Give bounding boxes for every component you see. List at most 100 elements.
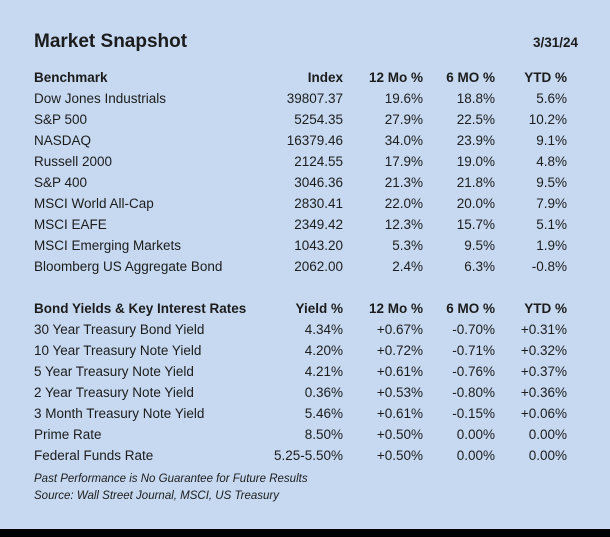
- row-value: 39807.37: [286, 91, 343, 106]
- bottom-border-bar: [0, 529, 610, 537]
- row-value: 16379.46: [286, 133, 343, 148]
- row-value: 2349.42: [294, 217, 343, 232]
- row-value: 9.5%: [536, 175, 567, 190]
- row-value: 0.00%: [456, 427, 495, 442]
- table-row: Federal Funds Rate 5.25-5.50% +0.50% 0.00% 0…: [34, 445, 567, 466]
- row-value: 0.00%: [528, 427, 567, 442]
- column-header: YTD %: [524, 301, 567, 316]
- row-value: 6.3%: [464, 259, 495, 274]
- row-value: +0.36%: [520, 385, 567, 400]
- row-value: +0.61%: [376, 406, 423, 421]
- column-header-label: Bond Yields & Key Interest Rates: [34, 301, 247, 316]
- row-value: 5.6%: [536, 91, 567, 106]
- row-value: 5.25-5.50%: [273, 448, 343, 463]
- row-value: +0.50%: [376, 448, 423, 463]
- row-value: 5254.35: [294, 112, 343, 127]
- row-value: 1043.20: [294, 238, 343, 253]
- row-value: 2830.41: [294, 196, 343, 211]
- benchmarks-header-row: Benchmark Index 12 Mo % 6 MO % YTD %: [34, 67, 567, 88]
- table-row: MSCI EAFE 2349.42 12.3% 15.7% 5.1%: [34, 214, 567, 235]
- row-label: 10 Year Treasury Note Yield: [34, 343, 202, 358]
- table-row: 30 Year Treasury Bond Yield 4.34% +0.67% -0…: [34, 319, 567, 340]
- row-value: 4.20%: [304, 343, 343, 358]
- column-header: YTD %: [524, 70, 567, 85]
- column-header: Yield %: [295, 301, 343, 316]
- row-value: 27.9%: [384, 112, 423, 127]
- row-label: MSCI World All-Cap: [34, 196, 154, 211]
- row-label: MSCI Emerging Markets: [34, 238, 182, 253]
- table-row: Dow Jones Industrials 39807.37 19.6% 18.8% 5…: [34, 88, 567, 109]
- table-row: 10 Year Treasury Note Yield 4.20% +0.72% -0…: [34, 340, 567, 361]
- table-row: 3 Month Treasury Note Yield 5.46% +0.61% -0…: [34, 403, 567, 424]
- row-label: MSCI EAFE: [34, 217, 107, 232]
- row-value: 20.0%: [456, 196, 495, 211]
- row-label: Prime Rate: [34, 427, 102, 442]
- row-label: S&P 400: [34, 175, 88, 190]
- table-row: MSCI World All-Cap 2830.41 22.0% 20.0% 7.9%: [34, 193, 567, 214]
- row-value: +0.32%: [520, 343, 567, 358]
- row-label: 30 Year Treasury Bond Yield: [34, 322, 205, 337]
- row-value: 9.1%: [536, 133, 567, 148]
- row-value: +0.37%: [520, 364, 567, 379]
- row-value: 7.9%: [536, 196, 567, 211]
- as-of-date: 3/31/24: [532, 35, 578, 50]
- row-label: 2 Year Treasury Note Yield: [34, 385, 194, 400]
- row-value: +0.50%: [376, 427, 423, 442]
- row-label: Bloomberg US Aggregate Bond: [34, 259, 223, 274]
- column-header-label: Benchmark: [34, 70, 108, 85]
- benchmarks-table: Benchmark Index 12 Mo % 6 MO % YTD % Dow Jon…: [34, 67, 567, 277]
- table-row: NASDAQ 16379.46 34.0% 23.9% 9.1%: [34, 130, 567, 151]
- column-header: 6 MO %: [446, 301, 495, 316]
- row-value: 0.00%: [456, 448, 495, 463]
- row-value: 4.8%: [536, 154, 567, 169]
- row-value: 21.3%: [384, 175, 423, 190]
- row-value: -0.15%: [452, 406, 495, 421]
- table-row: Bloomberg US Aggregate Bond 2062.00 2.4% 6.…: [34, 256, 567, 277]
- row-value: 0.36%: [304, 385, 343, 400]
- row-label: Dow Jones Industrials: [34, 91, 167, 106]
- row-value: 19.0%: [456, 154, 495, 169]
- row-value: +0.72%: [376, 343, 423, 358]
- row-value: 3046.36: [294, 175, 343, 190]
- row-value: 34.0%: [384, 133, 423, 148]
- row-value: -0.8%: [531, 259, 567, 274]
- column-header: 12 Mo %: [368, 301, 423, 316]
- footer: Past Performance is No Guarantee for Fut…: [34, 471, 578, 505]
- table-row: 2 Year Treasury Note Yield 0.36% +0.53% -0.…: [34, 382, 567, 403]
- row-value: 10.2%: [528, 112, 567, 127]
- row-value: 5.3%: [392, 238, 423, 253]
- row-value: 15.7%: [456, 217, 495, 232]
- row-value: 5.1%: [536, 217, 567, 232]
- row-label: S&P 500: [34, 112, 88, 127]
- row-value: 4.34%: [304, 322, 343, 337]
- row-value: -0.80%: [452, 385, 495, 400]
- row-value: -0.76%: [452, 364, 495, 379]
- table-row: MSCI Emerging Markets 1043.20 5.3% 9.5% 1.9%: [34, 235, 567, 256]
- row-value: 22.0%: [384, 196, 423, 211]
- row-value: -0.70%: [452, 322, 495, 337]
- row-value: 2124.55: [294, 154, 343, 169]
- row-value: +0.61%: [376, 364, 423, 379]
- row-value: 22.5%: [456, 112, 495, 127]
- column-header: 6 MO %: [446, 70, 495, 85]
- bond-yields-table: Bond Yields & Key Interest Rates Yield % 1…: [34, 298, 567, 466]
- table-row: S&P 500 5254.35 27.9% 22.5% 10.2%: [34, 109, 567, 130]
- row-value: 9.5%: [464, 238, 495, 253]
- row-label: 5 Year Treasury Note Yield: [34, 364, 194, 379]
- disclaimer-text: Past Performance is No Guarantee for Fut…: [34, 473, 308, 485]
- row-value: +0.06%: [520, 406, 567, 421]
- row-label: NASDAQ: [34, 133, 92, 148]
- row-value: 5.46%: [304, 406, 343, 421]
- row-value: 2062.00: [294, 259, 343, 274]
- row-label: 3 Month Treasury Note Yield: [34, 406, 205, 421]
- table-row: Russell 2000 2124.55 17.9% 19.0% 4.8%: [34, 151, 567, 172]
- row-label: Federal Funds Rate: [34, 448, 154, 463]
- card-header: Market Snapshot 3/31/24: [34, 30, 578, 54]
- column-header: Index: [307, 70, 343, 85]
- row-value: 4.21%: [304, 364, 343, 379]
- column-header: 12 Mo %: [368, 70, 423, 85]
- bond-yields-header-row: Bond Yields & Key Interest Rates Yield % 1…: [34, 298, 567, 319]
- row-value: +0.31%: [520, 322, 567, 337]
- row-label: Russell 2000: [34, 154, 113, 169]
